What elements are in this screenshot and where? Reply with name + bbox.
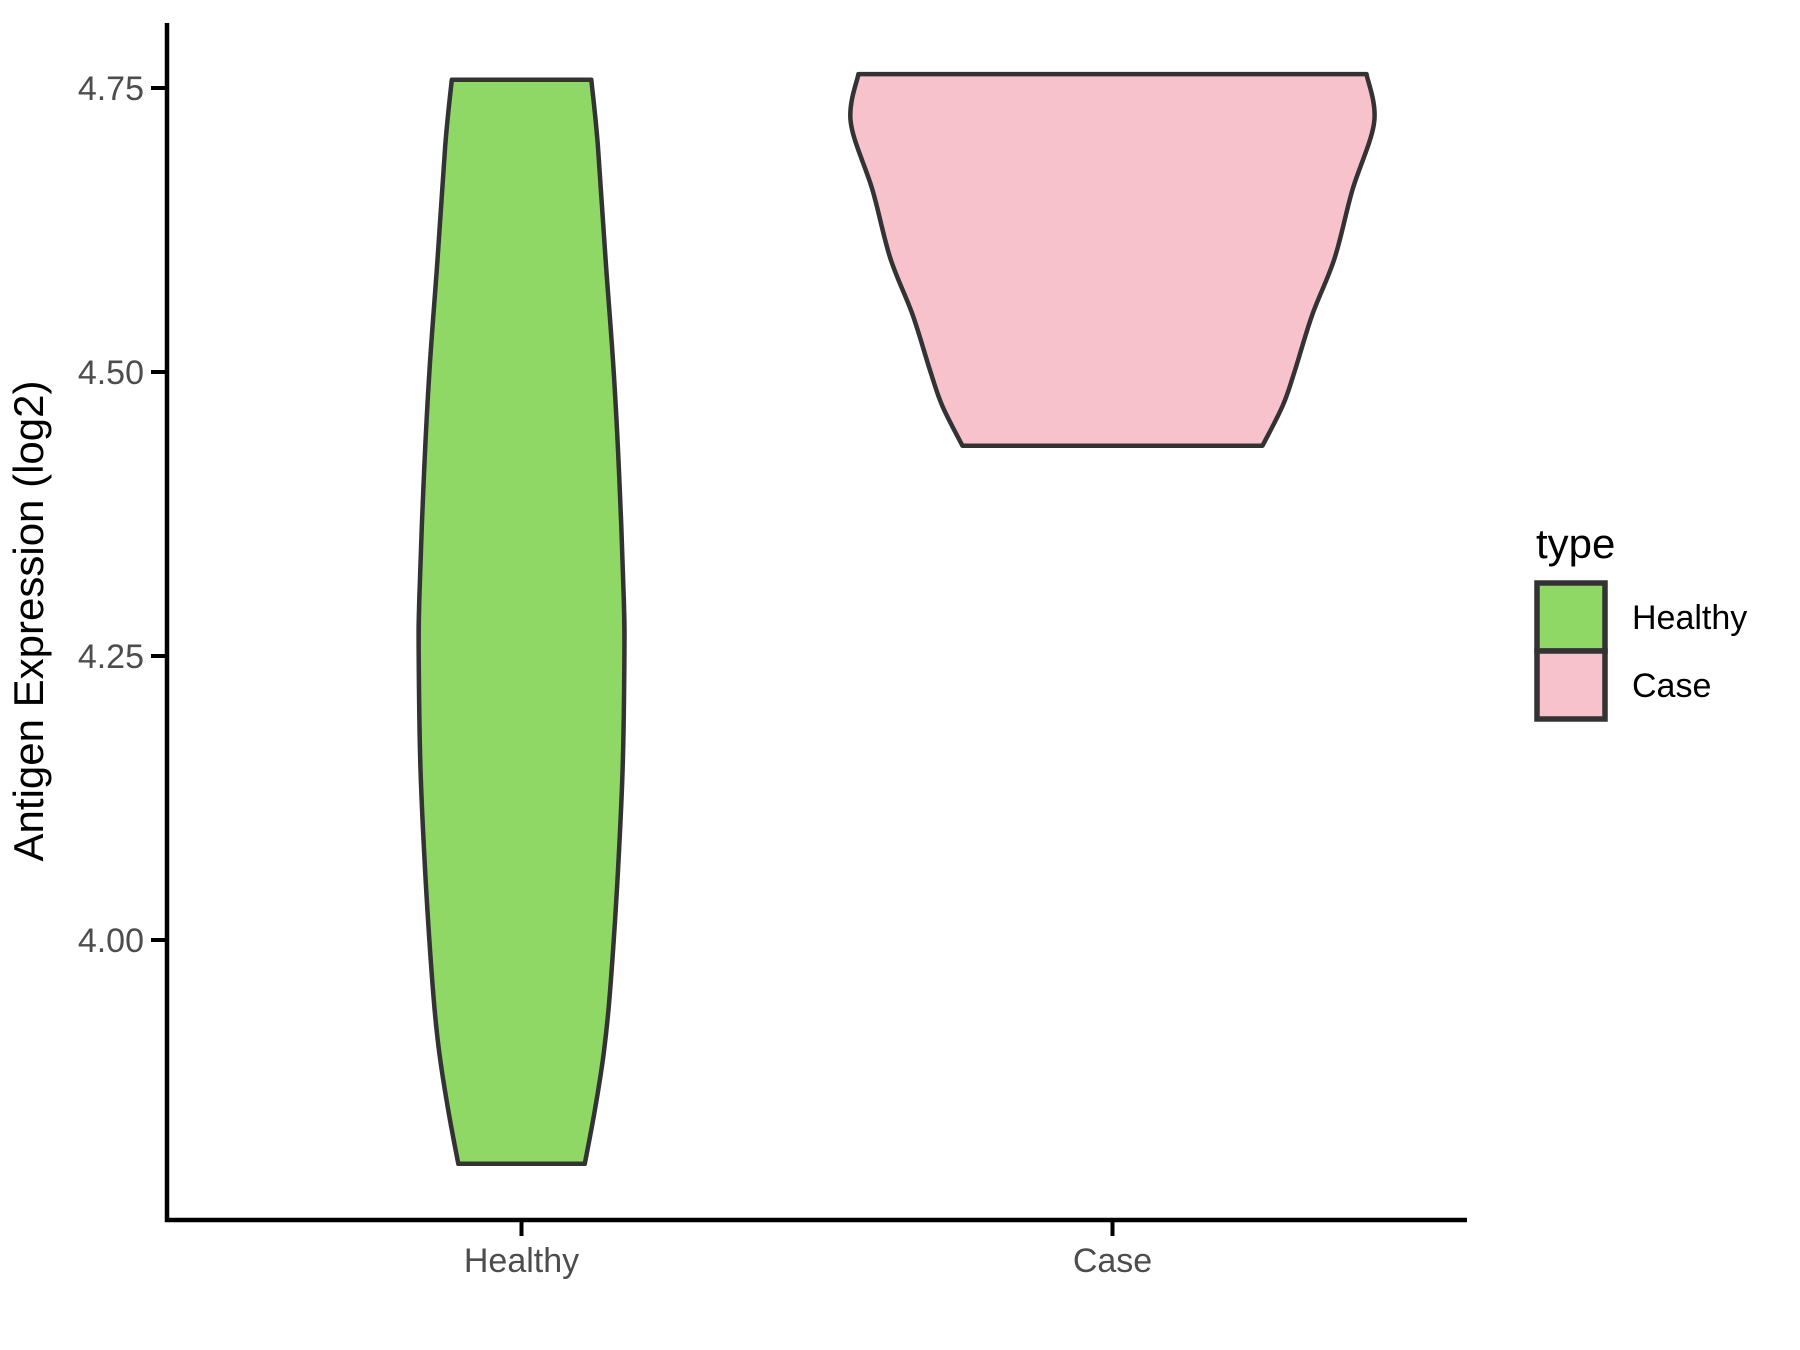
x-axis-ticks bbox=[519, 1220, 1115, 1236]
y-tick-label-4-00: 4.00 bbox=[78, 922, 144, 960]
legend-swatch-case bbox=[1534, 648, 1608, 722]
y-tick-label-4-25: 4.25 bbox=[78, 638, 144, 676]
violin-healthy bbox=[416, 77, 627, 1167]
legend: type Healthy Case bbox=[1534, 520, 1747, 722]
y-axis-tick-labels: 4.75 4.50 4.25 4.00 bbox=[78, 70, 144, 960]
x-label-case: Case bbox=[1073, 1242, 1152, 1280]
violin-case bbox=[848, 71, 1377, 448]
legend-title: type bbox=[1536, 520, 1615, 567]
legend-label-healthy: Healthy bbox=[1632, 599, 1747, 637]
legend-swatch-healthy bbox=[1534, 580, 1608, 654]
x-axis-tick-labels: Healthy Case bbox=[464, 1242, 1152, 1280]
y-tick-label-4-75: 4.75 bbox=[78, 70, 144, 108]
axis-lines bbox=[164, 23, 1467, 1223]
legend-label-case: Case bbox=[1632, 667, 1711, 705]
x-label-healthy: Healthy bbox=[464, 1242, 579, 1280]
violins bbox=[416, 71, 1377, 1167]
y-axis-title: Antigen Expression (log2) bbox=[5, 381, 52, 862]
y-tick-label-4-50: 4.50 bbox=[78, 354, 144, 392]
y-axis-ticks bbox=[151, 86, 167, 942]
